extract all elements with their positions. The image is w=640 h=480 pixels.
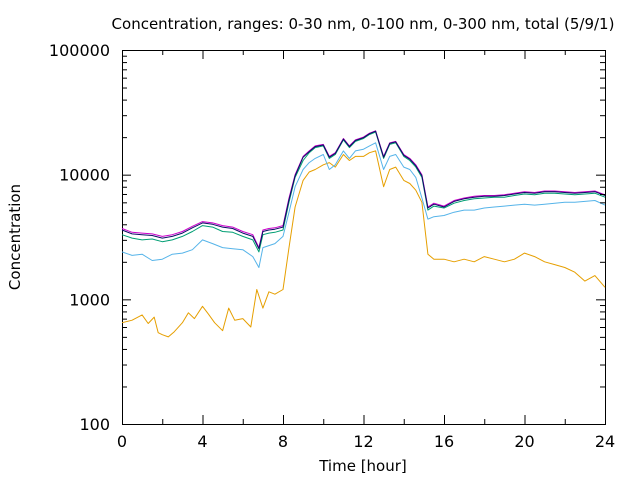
plot-area-frame <box>122 50 606 425</box>
chart-title: Concentration, ranges: 0-30 nm, 0-100 nm… <box>112 15 615 33</box>
x-tick-label: 20 <box>514 432 534 451</box>
series-line-3 <box>121 130 606 249</box>
y-tick-label: 10000 <box>59 166 110 185</box>
series-line-4 <box>121 130 606 250</box>
y-axis-label: Concentration <box>6 184 24 290</box>
y-tick-label: 1000 <box>69 290 110 309</box>
x-axis-label: Time [hour] <box>318 457 407 475</box>
series-line-1 <box>121 142 606 268</box>
ticks-layer: 0 4 8 12 16 20 24 100 1000 10000 100000 <box>49 41 615 451</box>
x-tick-label: 4 <box>197 432 207 451</box>
series-line-0 <box>121 150 606 338</box>
x-tick-label: 12 <box>353 432 373 451</box>
x-tick-label: 8 <box>278 432 288 451</box>
x-tick-label: 0 <box>117 432 127 451</box>
series-line-2 <box>121 131 606 253</box>
x-tick-label: 16 <box>434 432 454 451</box>
x-tick-label: 24 <box>595 432 615 451</box>
y-tick-label: 100 <box>79 415 110 434</box>
series-layer <box>121 130 606 338</box>
y-tick-label: 100000 <box>49 41 110 60</box>
